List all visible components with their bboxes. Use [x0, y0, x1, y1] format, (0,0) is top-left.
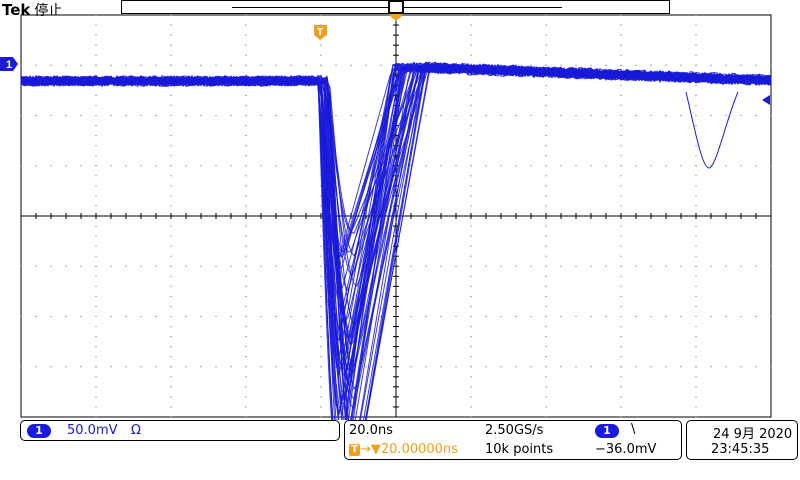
vertical-scale: 50.0mV [67, 423, 118, 438]
record-length: 10k points [485, 442, 554, 457]
record-view-window[interactable] [388, 0, 404, 14]
trigger-level-arrow[interactable] [762, 95, 770, 105]
brand-logo: Tek [2, 1, 31, 19]
trigger-icon: T [349, 443, 360, 456]
brand-status: Tek 停止 [2, 0, 62, 20]
waveform-display: 1 T [0, 4, 772, 420]
sample-rate: 2.50GS/s [485, 423, 544, 438]
trigger-position-marker[interactable]: T [314, 25, 327, 40]
trigger-offset: →▼20.00000ns [360, 442, 458, 457]
falling-edge-icon: \ [631, 422, 636, 437]
svg-text:T: T [317, 27, 323, 38]
trigger-level: −36.0mV [595, 442, 657, 457]
timebase-trigger-readout[interactable]: 20.0ns 2.50GS/s 1 \ T →▼20.00000ns 10k po… [344, 420, 682, 460]
channel-badge: 1 [27, 424, 51, 438]
time: 23:45:35 [711, 442, 770, 457]
channel-1-ground-marker[interactable]: 1 [0, 57, 18, 71]
waveform-traces [20, 61, 772, 420]
date: 24 9月 2020 [713, 427, 793, 442]
ohm-icon: Ω [131, 423, 141, 438]
date-time-readout: 24 9月 2020 23:45:35 [686, 420, 798, 460]
trigger-source-badge: 1 [595, 424, 619, 438]
acquisition-status: 停止 [34, 3, 63, 19]
time-per-division: 20.0ns [349, 423, 393, 438]
channel-1-readout[interactable]: 1 50.0mV Ω [20, 420, 340, 441]
svg-text:1: 1 [6, 59, 12, 71]
